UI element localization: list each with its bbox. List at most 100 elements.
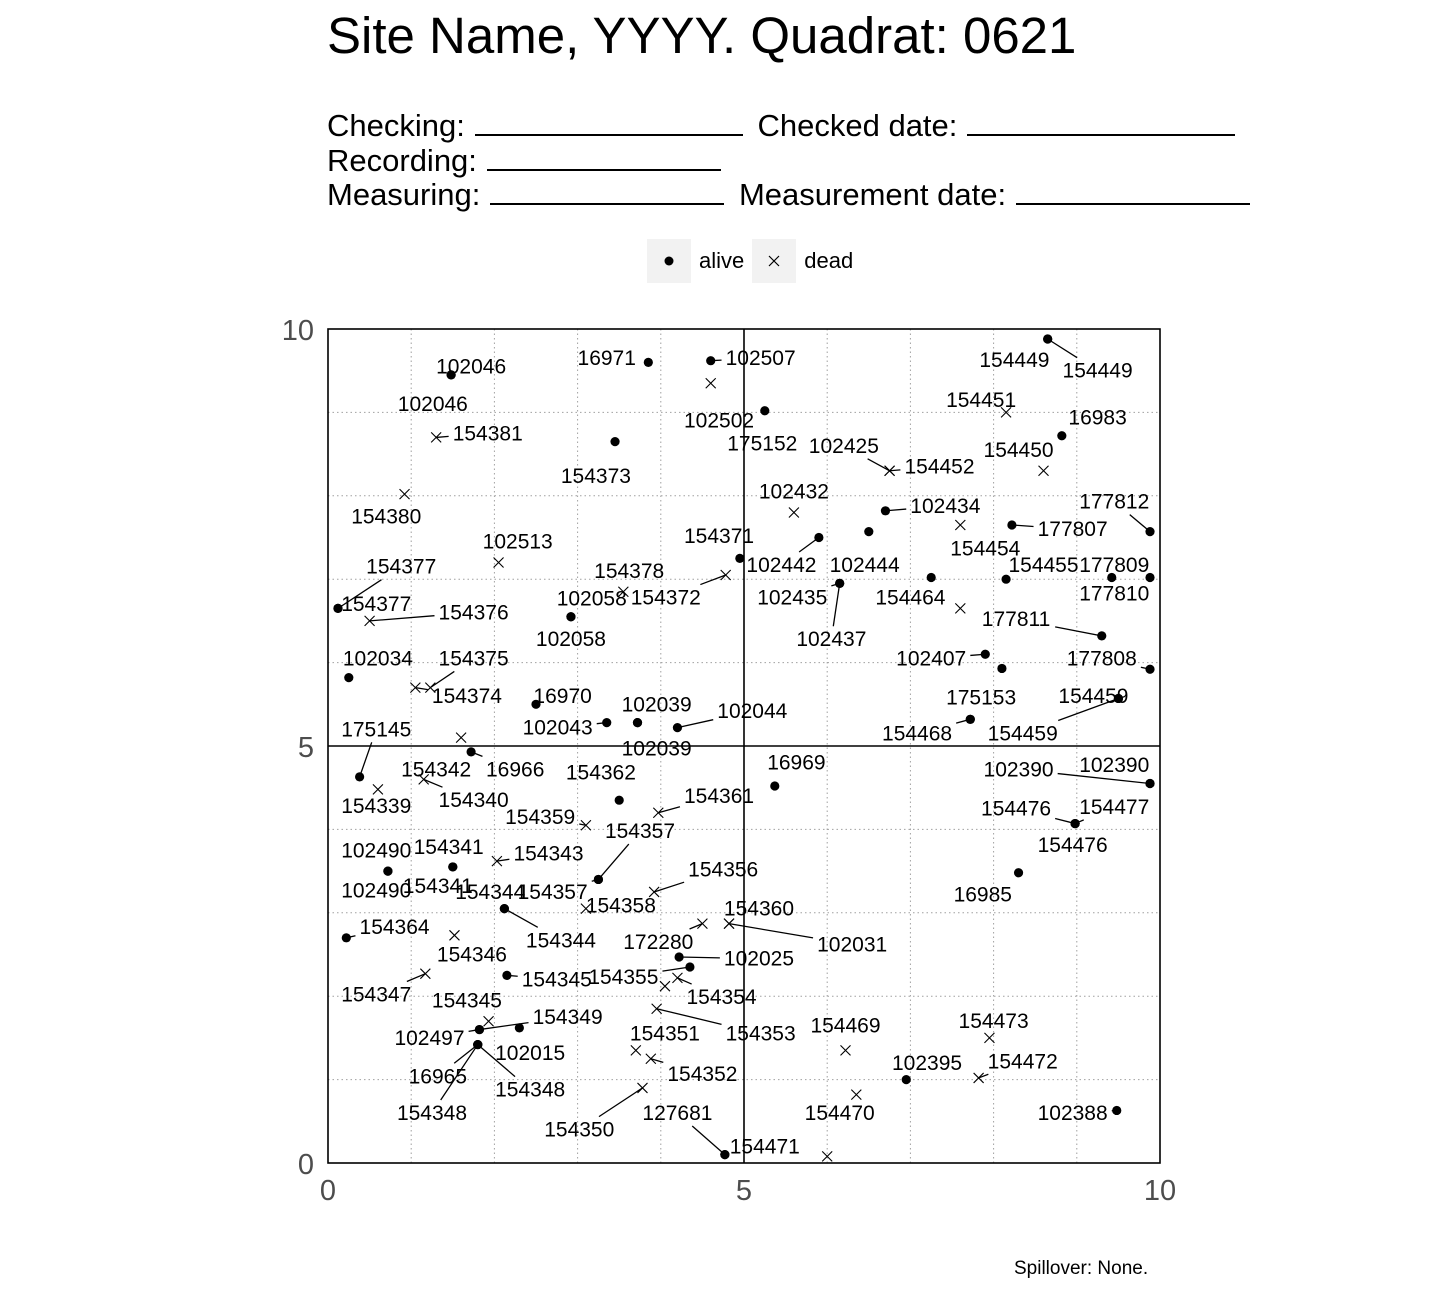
alive-point [864,527,874,537]
point-label: 154357 [518,881,588,904]
label-leader-line [415,686,428,691]
label-leader-line [677,977,692,985]
dead-point [580,903,592,915]
label-leader-line [579,823,587,826]
point-label: 16983 [1068,406,1126,429]
alive-point [735,553,745,563]
point-label: 175153 [946,687,1016,710]
alive-point [602,718,612,728]
label-leader-line [1057,772,1151,785]
alive-point [1145,572,1155,583]
legend-key-alive [647,238,691,283]
alive-point [355,772,365,782]
point-label: 154352 [667,1063,737,1086]
alive-point [632,718,643,728]
point-label: 102425 [809,435,879,458]
legend-label-dead: dead [804,247,854,273]
label-leader-line [658,806,681,814]
label-leader-line [650,1058,664,1064]
recording-label: Recording: [327,143,477,178]
plot-border [327,328,1161,1164]
point-label: 102025 [724,948,794,971]
spillover-note: Spillover: None. [1014,1258,1149,1279]
label-leader-line [728,923,814,939]
alive-point [1007,520,1017,530]
dead-point [1000,407,1012,418]
point-label: 154374 [432,685,502,708]
point-label: 127681 [642,1102,712,1125]
alive-point [344,673,354,683]
alive-point [1013,868,1024,878]
dead-point [372,783,384,795]
dead-point [697,918,708,930]
dead-point [659,980,671,992]
point-label: 102513 [483,531,553,554]
alive-point [502,970,512,980]
label-leader-line [453,1044,479,1064]
point-label: 154371 [684,525,754,548]
point-label: 172280 [623,931,693,954]
point-label: 102434 [910,495,980,518]
point-label: 177811 [982,608,1051,631]
x-tick-label: 0 [320,1175,336,1207]
point-label: 154355 [588,966,658,989]
dead-point [840,1045,851,1056]
measuring-blank [490,177,725,205]
alive-point [814,532,824,543]
point-label: 154464 [875,587,945,610]
y-tick-label: 0 [298,1149,314,1181]
label-leader-line [653,881,685,893]
label-leader-line [406,973,426,983]
point-label: 154361 [684,785,754,808]
alive-point [446,370,456,380]
alive-point [474,1024,485,1035]
point-label: 102444 [830,554,900,577]
point-label: 102015 [495,1042,565,1065]
alive-point [341,933,351,943]
point-label: 154377 [341,593,411,616]
y-tick-label: 10 [282,315,314,347]
dead-point [399,488,410,500]
label-leader-line [429,670,455,689]
label-leader-line [423,778,443,788]
point-label: 154364 [360,916,430,939]
label-leader-line [359,742,373,778]
measuring-label: Measuring: [327,177,481,212]
dead-point [1038,465,1049,477]
point-label: 102388 [1038,1102,1108,1125]
dead-point [672,972,683,984]
point-label: 154451 [946,389,1016,412]
point-label: 16966 [486,758,544,781]
dead-point [973,1072,985,1084]
legend-key-dead [752,238,797,283]
point-label: 154477 [1079,796,1149,819]
alive-point [643,357,653,367]
dead-point [705,377,717,389]
dead-point [850,1089,862,1100]
point-label: 154359 [505,806,575,829]
alive-point [333,603,343,613]
point-label: 102390 [1079,754,1149,777]
point-label: 102490 [341,839,411,862]
label-leader-line [700,574,726,586]
alive-point [1107,572,1117,583]
point-label: 102046 [398,393,468,416]
point-label: 102043 [523,717,593,740]
alive-point [1113,693,1123,704]
point-label: 16985 [954,883,1012,906]
point-label: 154455 [1008,554,1078,577]
alive-point [531,699,541,709]
alive-point [466,747,476,757]
alive-point [926,572,936,583]
alive-point [1145,664,1155,674]
alive-point [1001,574,1011,584]
dead-point [483,1015,494,1027]
checked-date-blank [967,108,1236,136]
dead-point [455,732,467,744]
dead-point [491,855,503,867]
point-label: 154345 [432,989,502,1012]
point-label: 102497 [394,1027,464,1050]
legend-label-alive: alive [699,247,745,273]
point-label: 102058 [536,628,606,651]
